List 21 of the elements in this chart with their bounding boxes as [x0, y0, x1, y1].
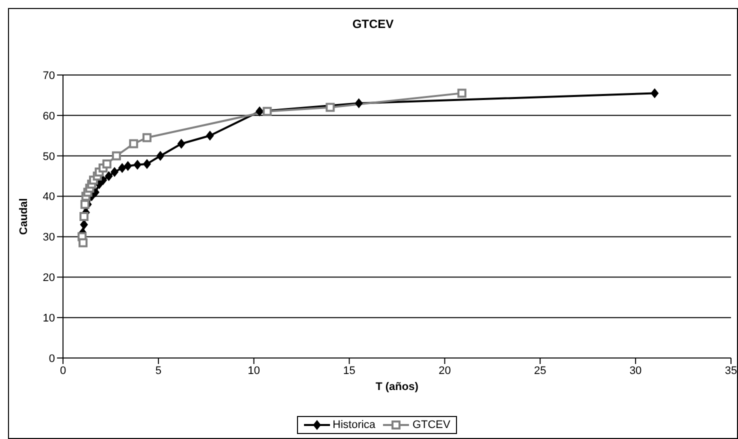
y-axis-title: Caudal — [18, 198, 30, 235]
legend-label: GTCEV — [411, 419, 450, 431]
x-tick-label: 15 — [343, 364, 356, 377]
x-tick-label: 35 — [724, 364, 738, 377]
y-tick-label: 0 — [48, 352, 55, 365]
x-tick-label: 25 — [534, 364, 546, 377]
y-tick-label: 10 — [42, 312, 55, 324]
y-tick-label: 60 — [42, 110, 55, 122]
x-tick-label: 10 — [248, 364, 260, 377]
x-axis-title: T (años) — [376, 380, 419, 393]
x-tick-label: 20 — [438, 364, 451, 377]
x-tick-label: 30 — [629, 364, 642, 377]
y-tick-label: 20 — [42, 272, 55, 284]
y-tick-label: 70 — [42, 70, 55, 82]
y-tick-label: 50 — [42, 150, 55, 163]
chart-title: GTCEV — [351, 17, 395, 31]
legend-label: Historica — [332, 419, 376, 431]
y-tick-label: 30 — [42, 232, 55, 244]
y-tick-label: 40 — [42, 191, 55, 204]
x-tick-label: 0 — [60, 364, 66, 377]
x-tick-label: 5 — [155, 364, 162, 377]
